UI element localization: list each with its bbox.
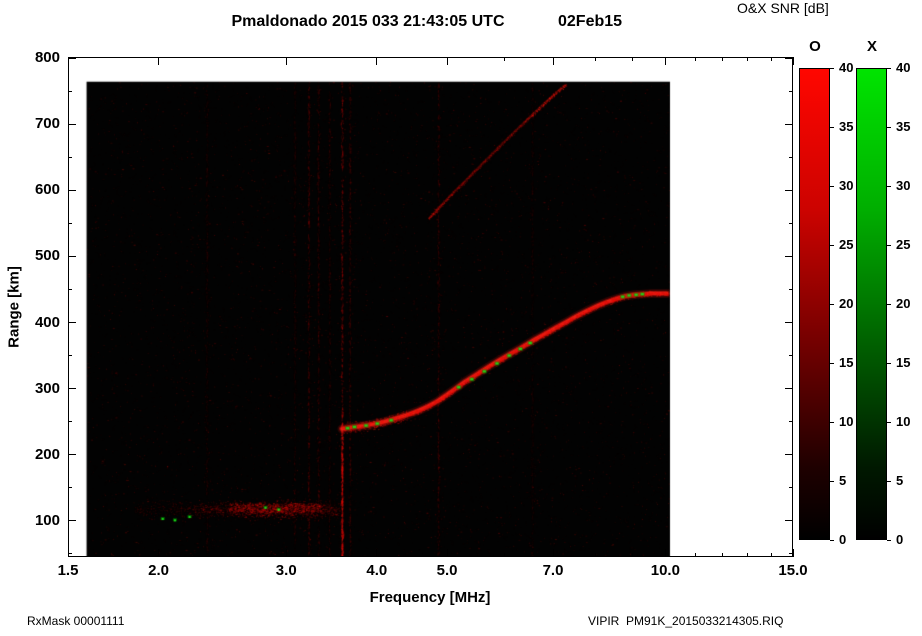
colorbar-tick-label: 15: [896, 355, 911, 370]
colorbar-tick: [830, 539, 834, 541]
colorbar-o: [799, 68, 830, 540]
page-date: 02Feb15: [558, 13, 623, 30]
rxmask-label: RxMask 00001111: [27, 614, 125, 628]
colorbar-tick-label: 40: [896, 60, 911, 75]
colorbar-tick: [830, 126, 834, 128]
x-tick-label: 7.0: [542, 562, 564, 579]
colorbar-x: [856, 68, 887, 540]
colorbar-tick-label: 25: [896, 237, 911, 252]
colorbar-tick: [887, 303, 891, 305]
colorbar-tick: [830, 185, 834, 187]
colorbar-tick-label: 0: [839, 532, 847, 547]
colorbar-tick-label: 20: [896, 296, 911, 311]
y-tick-label: 200: [34, 445, 60, 463]
colorbar-tick: [830, 480, 834, 482]
y-tick-label: 700: [34, 115, 60, 133]
x-tick-label: 2.0: [148, 562, 170, 579]
y-tick-label: 400: [34, 313, 60, 331]
colorbar-o-label: O: [809, 38, 821, 55]
x-tick-label: 3.0: [275, 562, 297, 579]
colorbar-tick: [830, 362, 834, 364]
colorbar-tick-label: 30: [839, 178, 854, 193]
y-tick-label: 800: [34, 49, 60, 67]
x-tick-label: 5.0: [436, 562, 458, 579]
colorbar-tick: [887, 244, 891, 246]
page-title: Pmaldonado 2015 033 21:43:05 UTC: [231, 13, 505, 30]
colorbar-tick: [887, 362, 891, 364]
colorbar-tick: [887, 480, 891, 482]
colorbar-tick-label: 25: [839, 237, 854, 252]
colorbar-tick: [887, 421, 891, 423]
colorbar-tick-label: 10: [896, 414, 911, 429]
colorbar-tick-label: 0: [896, 532, 904, 547]
y-axis-label: Range [km]: [5, 266, 23, 348]
colorbar-tick: [830, 244, 834, 246]
y-tick-label: 300: [34, 379, 60, 397]
colorbar-x-label: X: [866, 38, 877, 55]
colorbar-tick: [887, 539, 891, 541]
x-axis-label: Frequency [MHz]: [369, 589, 491, 606]
colorbar-tick-label: 20: [839, 296, 854, 311]
colorbar-tick-label: 30: [896, 178, 911, 193]
filename-label: VIPIR PM91K_2015033214305.RIQ: [588, 614, 784, 628]
colorbar-tick-label: 5: [839, 473, 847, 488]
colorbar-tick-label: 10: [839, 414, 854, 429]
colorbar-tick-label: 35: [896, 119, 911, 134]
colorbar-tick: [830, 303, 834, 305]
x-tick-label: 4.0: [366, 562, 388, 579]
colorbar-tick: [830, 67, 834, 69]
colorbar-tick: [887, 185, 891, 187]
colorbar-tick: [830, 421, 834, 423]
snr-colorbar-title: O&X SNR [dB]: [737, 0, 829, 16]
colorbar-tick-label: 35: [839, 119, 854, 134]
colorbar-tick-label: 15: [839, 355, 854, 370]
y-tick-label: 500: [34, 247, 60, 265]
x-tick-label: 1.5: [57, 562, 79, 579]
y-tick-label: 600: [34, 181, 60, 199]
ionogram-canvas: [68, 57, 793, 557]
x-tick-label: 10.0: [650, 562, 680, 579]
colorbar-tick: [887, 126, 891, 128]
colorbar-tick-label: 5: [896, 473, 904, 488]
y-tick-label: 100: [34, 511, 60, 529]
colorbar-tick-label: 40: [839, 60, 854, 75]
x-tick-label: 15.0: [778, 562, 808, 579]
colorbar-tick: [887, 67, 891, 69]
